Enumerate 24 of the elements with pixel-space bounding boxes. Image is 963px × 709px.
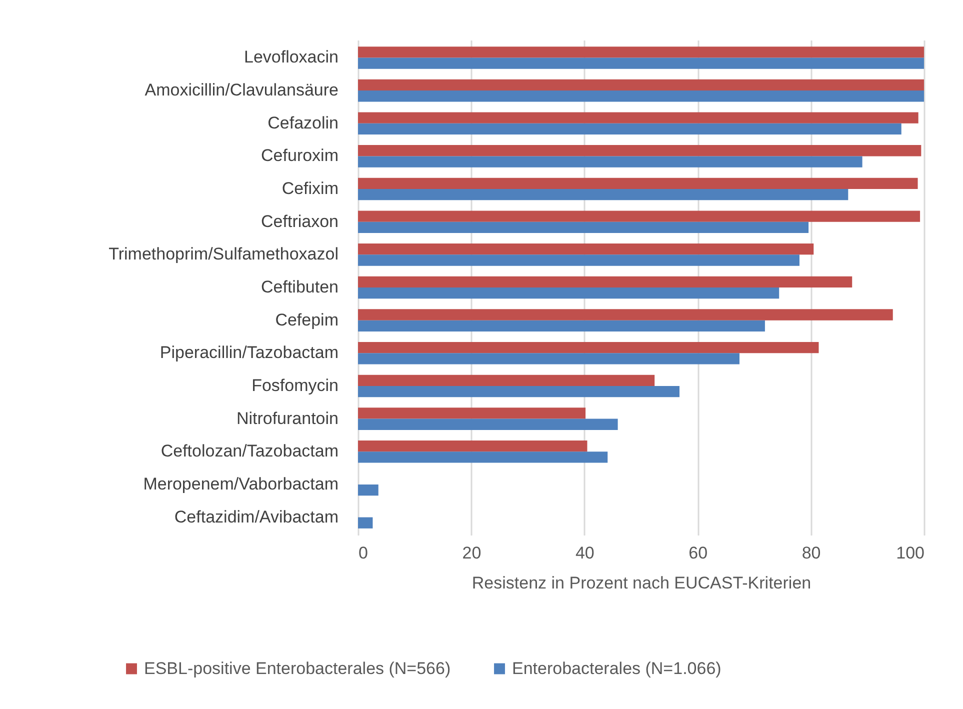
y-tick-label: Trimethoprim/Sulfamethoxazol [108,244,338,264]
y-tick-label: Levofloxacin [244,48,338,67]
y-tick-label: Cefixim [282,179,338,198]
y-tick-label: Piperacillin/Tazobactam [160,343,338,362]
y-tick-label: Ceftolozan/Tazobactam [160,442,338,461]
x-tick-label: 100 [896,544,924,562]
x-tick-label: 80 [802,544,821,562]
x-tick-label: 60 [688,544,708,562]
y-tick-label: Ceftibuten [261,278,338,296]
y-tick-label: Cefepim [275,310,338,330]
x-tick-label: 0 [358,544,368,562]
y-tick-label: Cefuroxim [261,146,338,166]
y-tick-label: Cefazolin [268,113,338,132]
y-tick-label: Ceftriaxon [261,212,338,231]
y-tick-label: Ceftazidim/Avibactam [174,507,338,526]
legend-label: ESBL-positive Enterobacterales (N=566) [144,658,451,678]
legend-label: Enterobacterales (N=1.066) [512,658,722,678]
y-tick-label: Fosfomycin [252,376,338,395]
x-tick-label: 40 [575,544,594,562]
x-tick-label: 20 [462,544,482,562]
y-tick-label: Nitrofurantoin [236,408,338,428]
y-tick-label: Amoxicillin/Clavulansäure [144,80,338,100]
x-axis-title: Resistenz in Prozent nach EUCAST-Kriterien [472,574,812,592]
y-tick-label: Meropenem/Vaborbactam [143,474,338,494]
